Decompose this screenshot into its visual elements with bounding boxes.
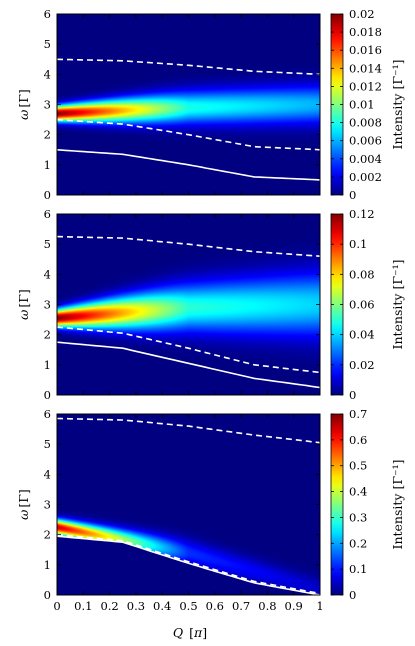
colorbar-tick-label: 0.6 [349, 433, 367, 447]
colorbar-tick-label: 0.004 [349, 152, 382, 166]
y-tick-label: 5 [44, 37, 51, 51]
colorbar-tick-label: 0.2 [349, 536, 367, 550]
x-tick-label: 0.9 [285, 599, 303, 613]
y-tick-label: 4 [44, 467, 51, 481]
y-axis-label: ω[Γ] [16, 489, 31, 520]
y-axis-label: ω[Γ] [16, 289, 31, 320]
y-tick-label: 0 [44, 588, 51, 602]
y-tick-label: 2 [44, 128, 51, 142]
panel-2: 0 1 2 3 4 5 6 ω[Γ] 0 0.02 0.04 0.06 0.08 0.1 0.12 Inten… [16, 207, 405, 402]
colorbar-tick-label: 0.08 [349, 267, 375, 281]
x-tick-label: 0.5 [179, 599, 197, 613]
colorbar-tick-label: 0.4 [349, 485, 367, 499]
y-tick-label: 3 [44, 498, 51, 512]
colorbar-label: Intensity [Γ⁻¹] [390, 260, 405, 350]
y-tick-label: 3 [44, 298, 51, 312]
colorbar-tick-label: 0.012 [349, 79, 382, 93]
x-axis-label-unit-open: [ [189, 625, 194, 640]
x-tick-label: 0.7 [232, 599, 250, 613]
colorbar-tick-label: 0.7 [349, 407, 367, 421]
heatmap-image [57, 414, 320, 595]
colorbar-tick-label: 0.5 [349, 459, 367, 473]
colorbar-label: Intensity [Γ⁻¹] [390, 60, 405, 150]
solid-line [56, 535, 321, 596]
y-tick-label: 2 [44, 328, 51, 342]
y-tick-label: 6 [44, 7, 51, 21]
dashed-line-2 [56, 326, 321, 374]
colorbar-tick-label: 0.006 [349, 134, 382, 148]
y-tick-label: 2 [44, 528, 51, 542]
y-tick-label: 6 [44, 207, 51, 221]
x-axis-label-unit: π [193, 625, 203, 640]
colorbar-tick-label: 0 [349, 188, 356, 202]
y-tick-label: 5 [44, 237, 51, 251]
x-tick-label: 0.3 [127, 599, 145, 613]
x-tick-label: 0.2 [100, 599, 118, 613]
y-tick-label: 6 [44, 407, 51, 421]
colorbar [330, 413, 344, 596]
x-tick-label: 0 [53, 599, 60, 613]
heatmap-image [57, 214, 320, 395]
x-tick-label: 0.6 [206, 599, 224, 613]
dashed-line-1 [56, 58, 321, 76]
y-tick-label: 4 [44, 67, 51, 81]
heatmap-image [57, 14, 320, 195]
colorbar-tick-label: 0 [349, 588, 356, 602]
y-tick-label: 1 [44, 558, 51, 572]
x-axis-label-var: Q [173, 625, 183, 640]
y-tick-label: 4 [44, 267, 51, 281]
panel-1: 0 1 2 3 4 5 6 ω[Γ] 0 0.002 0.004 0.006 0.008 0.01 0.01… [16, 7, 405, 202]
colorbar-tick-label: 0.002 [349, 170, 382, 184]
colorbar-tick-label: 0.06 [349, 298, 375, 312]
y-axis-label: ω[Γ] [16, 89, 31, 120]
y-tick-label: 1 [44, 158, 51, 172]
dashed-line-2 [56, 118, 321, 151]
x-tick-label: 0.8 [258, 599, 276, 613]
y-tick-label: 3 [44, 98, 51, 112]
colorbar-tick-label: 0.1 [349, 562, 367, 576]
x-axis-label-unit-close: ] [202, 625, 207, 640]
x-axis-label: Q [π] [173, 625, 207, 640]
dashed-line-2 [56, 533, 321, 595]
colorbar-tick-label: 0.008 [349, 116, 382, 130]
colorbar-tick-label: 0.014 [349, 61, 382, 75]
y-tick-label: 0 [44, 388, 51, 402]
y-tick-label: 1 [44, 358, 51, 372]
colorbar-tick-label: 0.3 [349, 510, 367, 524]
colorbar-tick-label: 0.018 [349, 25, 382, 39]
solid-line [56, 149, 321, 181]
dashed-line-1 [56, 417, 321, 444]
colorbar-tick-label: 0.12 [349, 207, 375, 221]
colorbar-tick-label: 0.1 [349, 237, 367, 251]
colorbar-label: Intensity [Γ⁻¹] [390, 460, 405, 550]
colorbar-tick-label: 0 [349, 388, 356, 402]
colorbar-tick-label: 0.02 [349, 7, 375, 21]
panel-3: 0 0.1 0.2 0.3 0.4 0.5 0.6 0.7 0.8 0.9 1 0 1 2 3 4 5 6 ω[Γ]… [16, 407, 405, 613]
colorbar-tick-label: 0.01 [349, 98, 375, 112]
solid-line [56, 341, 321, 389]
x-tick-label: 0.1 [74, 599, 92, 613]
x-tick-label: 1 [316, 599, 323, 613]
dashed-line-1 [56, 235, 321, 257]
x-tick-label: 0.4 [153, 599, 171, 613]
y-tick-label: 5 [44, 437, 51, 451]
colorbar-tick-label: 0.04 [349, 328, 375, 342]
colorbar-tick-label: 0.016 [349, 43, 382, 57]
y-tick-label: 0 [44, 188, 51, 202]
colorbar-tick-label: 0.02 [349, 358, 375, 372]
